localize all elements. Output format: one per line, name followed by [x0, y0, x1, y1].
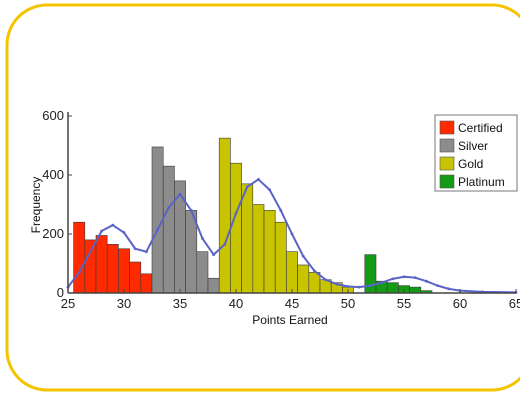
x-tick-label: 45	[285, 296, 299, 311]
curve-point	[369, 284, 372, 288]
bar-platinum	[364, 254, 377, 294]
bar-gold	[241, 183, 254, 294]
curve-point	[257, 178, 260, 181]
density-curve-layer	[66, 178, 518, 294]
x-tick-label: 60	[453, 296, 467, 311]
curve-point	[133, 247, 137, 251]
bar-certified	[129, 261, 142, 294]
density-curve	[67, 178, 517, 294]
curve-point	[122, 231, 126, 234]
curve-point	[178, 192, 182, 196]
curve-point	[301, 254, 305, 258]
curve-point	[111, 223, 115, 227]
bar-certified	[106, 244, 119, 294]
legend-swatch-platinum	[439, 174, 455, 189]
curve-point	[268, 188, 271, 192]
legend: Certified Silver Gold Platinum	[434, 114, 518, 192]
y-tick-label: 0	[57, 285, 64, 300]
bar-gold	[274, 221, 287, 294]
bar-gold	[297, 264, 310, 294]
curve-point	[447, 287, 451, 291]
curve-point	[413, 276, 417, 280]
x-tick-label: 30	[117, 296, 131, 311]
curve-point	[189, 209, 193, 212]
curve-point	[156, 228, 160, 231]
curve-point	[245, 185, 249, 189]
curve-point	[346, 285, 350, 288]
legend-swatch-silver	[439, 138, 455, 153]
curve-point	[290, 232, 294, 236]
x-tick-label: 55	[397, 296, 411, 311]
curve-point	[279, 209, 283, 212]
x-tick-label: 65	[509, 296, 520, 311]
curve-point	[357, 285, 361, 289]
bar-silver	[196, 251, 209, 294]
curve-point	[391, 277, 395, 281]
bar-certified	[73, 221, 86, 294]
curve-point	[436, 284, 439, 288]
legend-swatch-gold	[439, 156, 455, 171]
curve-point	[380, 281, 383, 285]
x-tick-label: 40	[229, 296, 243, 311]
bar-gold	[263, 210, 276, 294]
legend-label-certified: Certified	[458, 121, 503, 135]
bar-certified	[140, 273, 153, 294]
legend-swatch-certified	[439, 120, 455, 135]
y-tick-label: 200	[42, 226, 64, 241]
y-axis-label: Frequency	[29, 177, 43, 234]
curve-point	[167, 206, 171, 209]
curve-point	[212, 253, 216, 257]
bar-gold	[230, 162, 242, 294]
bars-layer	[73, 137, 433, 294]
curve-point	[425, 279, 428, 283]
bar-certified	[118, 248, 130, 294]
x-tick-label: 25	[61, 296, 75, 311]
bar-gold	[286, 251, 298, 294]
legend-label-gold: Gold	[458, 157, 483, 171]
x-tick-label: 50	[341, 296, 355, 311]
bar-gold	[252, 204, 265, 294]
bar-silver	[162, 165, 175, 294]
curve-point	[234, 211, 238, 215]
y-tick-label: 400	[42, 167, 64, 182]
curve-point	[335, 282, 339, 286]
curve-point	[313, 269, 316, 273]
bar-gold	[308, 272, 321, 294]
axes-layer: 25 30 35 40 45 50 55 60 65 0 200 400 600	[42, 108, 520, 311]
curve-point	[223, 242, 227, 246]
bar-certified	[84, 239, 97, 294]
curve-point	[77, 270, 81, 274]
x-tick-label: 35	[173, 296, 187, 311]
curve-point	[201, 237, 204, 240]
bar-certified	[95, 235, 108, 294]
curve-point	[402, 275, 406, 279]
bar-gold	[218, 137, 231, 294]
y-tick-label: 600	[42, 108, 64, 123]
bar-silver	[207, 277, 220, 294]
curve-point	[324, 278, 327, 282]
legend-label-platinum: Platinum	[458, 175, 505, 189]
bar-platinum	[386, 282, 399, 294]
legend-label-silver: Silver	[458, 139, 488, 153]
curve-point	[145, 250, 148, 254]
x-axis-label: Points Earned	[252, 313, 327, 327]
bar-platinum	[409, 286, 422, 294]
curve-point	[89, 250, 92, 254]
curve-point	[100, 229, 103, 233]
